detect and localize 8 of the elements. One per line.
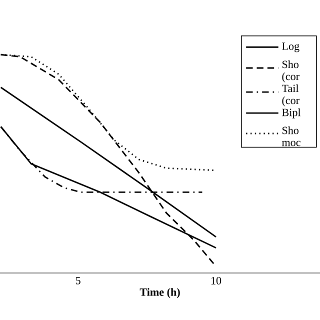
x-axis-title: Time (h): [140, 288, 180, 298]
legend-label: Tail (cor: [282, 84, 300, 106]
legend-label: Bipl: [282, 108, 301, 118]
legend-label: Log: [282, 42, 300, 52]
legend-label: Sho (cor: [282, 60, 300, 82]
x-tick-label: 5: [76, 276, 80, 284]
x-tick-label: 10: [211, 276, 222, 284]
legend-label: Sho moc: [282, 126, 300, 146]
